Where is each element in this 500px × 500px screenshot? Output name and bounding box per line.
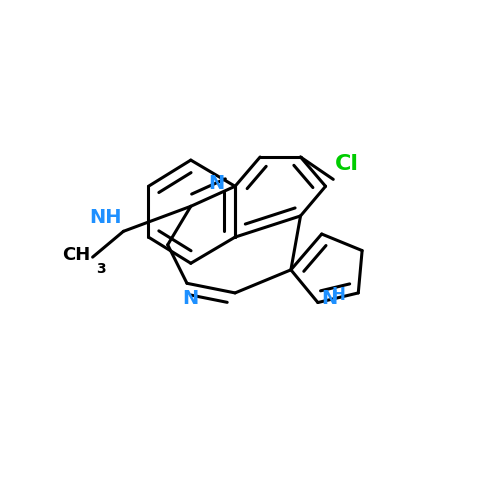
Text: 3: 3 — [96, 262, 106, 276]
Text: NH: NH — [89, 208, 122, 228]
Text: H: H — [332, 286, 345, 304]
Text: N: N — [208, 174, 224, 193]
Text: N: N — [322, 289, 338, 308]
Text: CH: CH — [62, 246, 90, 264]
Text: N: N — [182, 289, 199, 308]
Text: Cl: Cl — [335, 154, 359, 174]
